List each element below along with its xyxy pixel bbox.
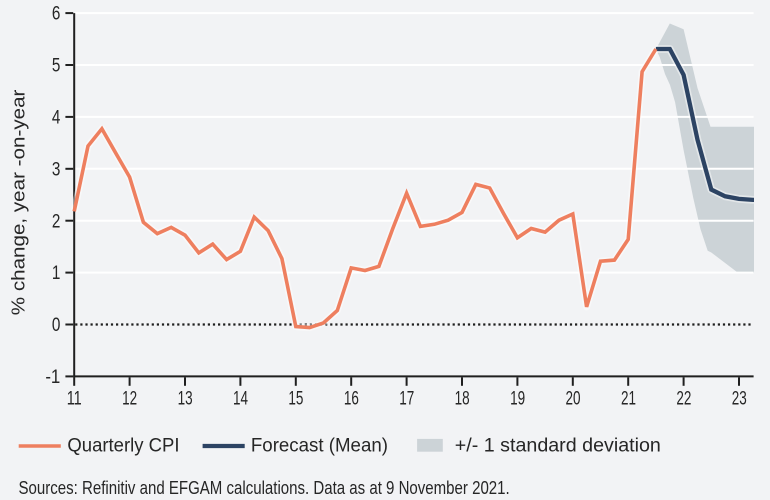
svg-text:12: 12	[122, 388, 137, 409]
svg-text:15: 15	[288, 388, 303, 409]
svg-text:21: 21	[621, 388, 636, 409]
svg-text:18: 18	[455, 388, 470, 409]
svg-text:5: 5	[52, 56, 61, 77]
svg-text:14: 14	[233, 388, 248, 409]
svg-text:Sources: Refinitiv and EFGAM c: Sources: Refinitiv and EFGAM calculation…	[19, 478, 510, 498]
svg-text:6: 6	[52, 4, 61, 25]
svg-text:+/- 1 standard deviation: +/- 1 standard deviation	[455, 436, 661, 457]
svg-text:3: 3	[52, 159, 61, 180]
svg-text:20: 20	[566, 388, 581, 409]
svg-text:1: 1	[52, 263, 61, 284]
svg-text:11: 11	[67, 388, 82, 409]
svg-text:16: 16	[344, 388, 359, 409]
svg-text:4: 4	[52, 107, 61, 128]
svg-text:Quarterly CPI: Quarterly CPI	[67, 436, 179, 457]
svg-text:0: 0	[52, 315, 61, 336]
svg-text:2: 2	[52, 211, 61, 232]
svg-text:13: 13	[178, 388, 193, 409]
svg-text:22: 22	[676, 388, 691, 409]
svg-text:23: 23	[732, 388, 747, 409]
svg-text:-1: -1	[45, 367, 60, 388]
svg-text:% change, year -on-year: % change, year -on-year	[8, 90, 28, 316]
svg-text:17: 17	[399, 388, 414, 409]
svg-text:19: 19	[510, 388, 525, 409]
svg-text:Forecast (Mean): Forecast (Mean)	[251, 436, 388, 457]
